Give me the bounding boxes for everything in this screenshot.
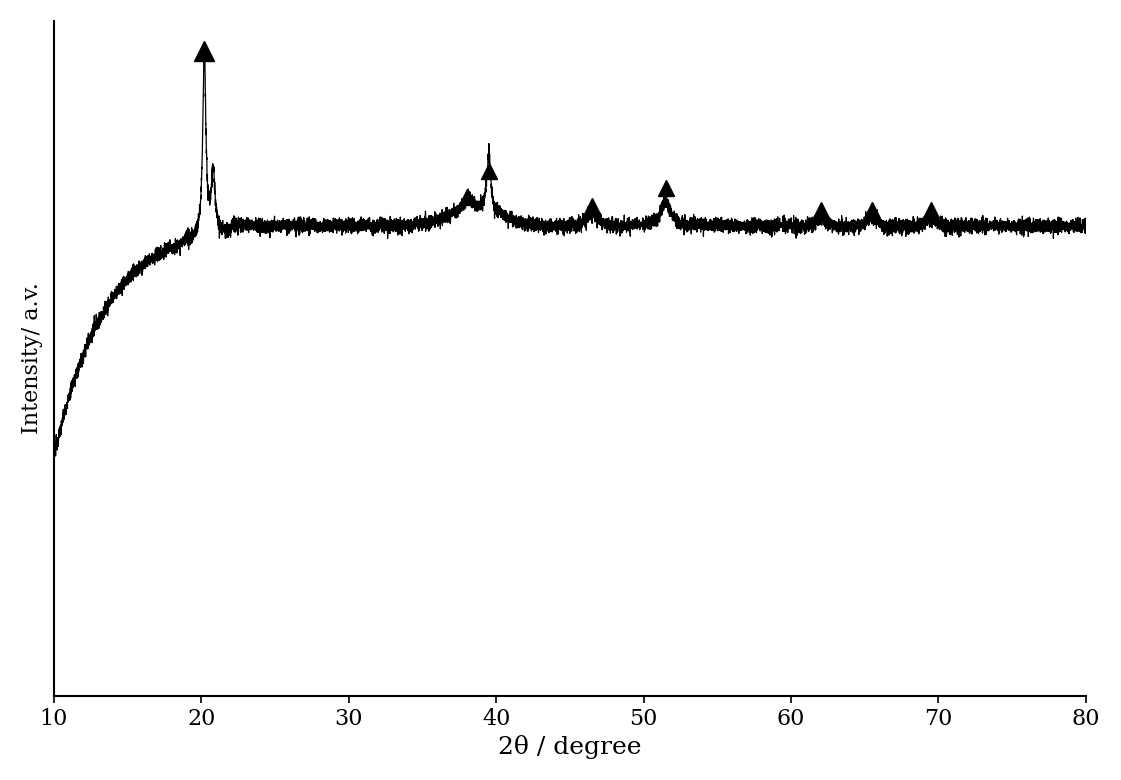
Y-axis label: Intensity/ a.v.: Intensity/ a.v. xyxy=(21,282,43,434)
X-axis label: 2θ / degree: 2θ / degree xyxy=(498,736,641,759)
